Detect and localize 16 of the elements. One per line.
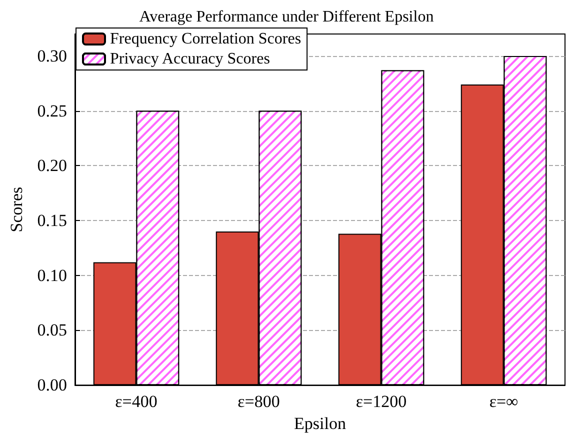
y-tick-label: 0.25 [37, 101, 67, 120]
chart-title: Average Performance under Different Epsilon [139, 8, 434, 26]
x-tick-label: ε=1200 [356, 392, 407, 412]
y-tick-label: 0.15 [37, 211, 67, 230]
x-tick-label: ε=400 [115, 392, 158, 412]
legend-label: Frequency Correlation Scores [110, 30, 302, 48]
x-tick-label: ε=800 [238, 392, 280, 412]
y-tick-label: 0.20 [37, 156, 67, 176]
x-axis-title: Epsilon [294, 414, 346, 433]
y-axis-title: Scores [7, 186, 26, 232]
x-tick-label: ε=∞ [489, 392, 518, 412]
y-tick-label: 0.10 [37, 266, 67, 285]
legend-label: Privacy Accuracy Scores [110, 50, 270, 68]
y-tick-label: 0.00 [37, 376, 67, 395]
y-tick-label: 0.30 [37, 46, 67, 66]
y-tick-label: 0.05 [37, 320, 67, 340]
